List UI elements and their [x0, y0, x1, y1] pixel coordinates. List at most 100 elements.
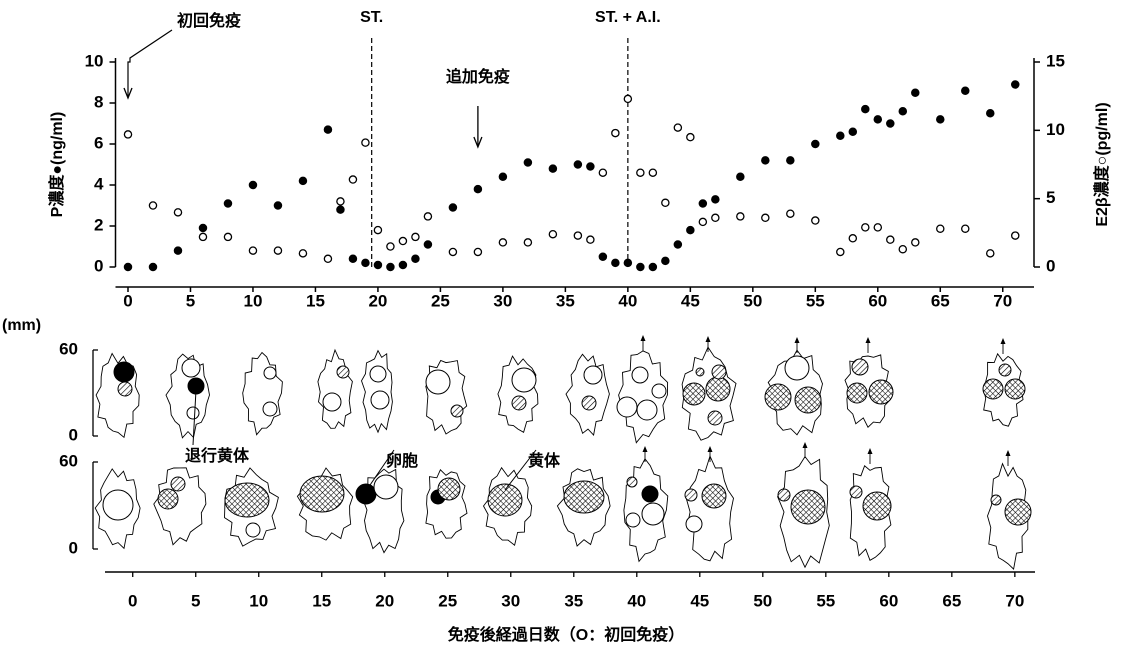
x-tick-label: 0 — [123, 291, 132, 310]
open-point — [837, 248, 844, 255]
corpus-luteum — [765, 384, 791, 410]
x-tick-label: 25 — [438, 591, 457, 610]
follicle — [263, 402, 277, 416]
corpus-luteum — [300, 476, 344, 512]
figure: 0246810051015051015202530354045505560657… — [0, 0, 1121, 650]
x-axis-label: 免疫後経過日数（O：初回免疫） — [448, 625, 684, 644]
x-tick-label: 35 — [564, 591, 583, 610]
open-point — [899, 246, 906, 253]
treatment-label: ST. + A.I. — [595, 9, 661, 26]
y2-tick-label: 5 — [1046, 188, 1055, 207]
ovary-sketch — [557, 469, 610, 546]
follicle — [187, 407, 199, 419]
corpus-luteum — [225, 483, 269, 517]
filled-point — [324, 126, 331, 133]
x-tick-label: 35 — [556, 291, 575, 310]
open-point — [787, 210, 794, 217]
filled-point — [374, 261, 381, 268]
filled-point — [599, 253, 606, 260]
annotation: 初回免疫 — [177, 11, 241, 30]
follicle — [426, 370, 450, 394]
callout-label: 卵胞 — [386, 451, 418, 470]
filled-point — [899, 108, 906, 115]
callout-label: 退行黄体 — [185, 446, 250, 465]
follicle — [264, 367, 276, 379]
open-point — [1012, 232, 1019, 239]
ovary-sketch — [154, 468, 206, 545]
ovary-outline — [686, 456, 733, 561]
open-point — [199, 233, 206, 240]
filled-point — [762, 157, 769, 164]
ovary-sketch — [362, 351, 393, 433]
corpus-luteum — [564, 481, 604, 513]
open-point — [987, 250, 994, 257]
follicle — [246, 523, 260, 537]
x-tick-label: 30 — [501, 591, 520, 610]
corpus-luteum — [863, 492, 891, 520]
x-tick-label: 50 — [753, 591, 772, 610]
x-tick-label: 20 — [368, 291, 387, 310]
filled-point — [812, 140, 819, 147]
open-point — [962, 225, 969, 232]
filled-point — [474, 186, 481, 193]
filled-point — [912, 89, 919, 96]
open-point — [662, 199, 669, 206]
follicle — [323, 393, 341, 411]
regressing-body — [356, 484, 376, 504]
open-point — [687, 134, 694, 141]
y-tick-label: 8 — [94, 92, 103, 111]
open-point — [174, 209, 181, 216]
follicle — [371, 391, 389, 409]
filled-point — [699, 200, 706, 207]
ovary-sketch — [983, 338, 1025, 426]
open-point — [699, 218, 706, 225]
y-axis-label: P濃度●(ng/ml) — [47, 112, 66, 218]
ovary-sketch — [624, 446, 668, 561]
filled-point — [349, 255, 356, 262]
filled-point — [199, 224, 206, 231]
ovary-sketch — [566, 354, 609, 435]
x-tick-label: 70 — [1005, 591, 1024, 610]
x-tick-label: 40 — [618, 291, 637, 310]
follicle — [584, 366, 602, 384]
open-point — [349, 176, 356, 183]
corpus-luteum — [512, 396, 526, 410]
x-tick-label: 15 — [306, 291, 325, 310]
filled-point — [649, 263, 656, 270]
y-tick-label: 0 — [94, 256, 103, 275]
ovary-outline — [243, 353, 283, 435]
ovary-outline — [498, 356, 538, 432]
filled-point — [149, 263, 156, 270]
filled-point — [662, 257, 669, 264]
open-point — [499, 239, 506, 246]
y2-tick-label: 15 — [1046, 51, 1065, 70]
open-point — [149, 202, 156, 209]
y-unit-label: (mm) — [2, 317, 41, 334]
treatment-label: ST. — [360, 9, 383, 26]
corpus-luteum — [706, 377, 730, 401]
arrow-head — [1001, 338, 1006, 344]
x-tick-label: 65 — [931, 291, 950, 310]
filled-point — [449, 204, 456, 211]
x-tick-label: 70 — [993, 291, 1012, 310]
filled-point — [987, 110, 994, 117]
follicle — [637, 400, 657, 420]
open-point — [387, 243, 394, 250]
filled-point — [887, 120, 894, 127]
filled-point — [387, 263, 394, 270]
open-point — [599, 169, 606, 176]
ovary-sketch — [498, 356, 538, 432]
y-tick-label: 0 — [69, 538, 78, 557]
corpus-luteum — [451, 405, 463, 417]
corpus-luteum — [118, 382, 132, 396]
open-point — [524, 239, 531, 246]
follicle — [512, 368, 536, 392]
ovary-sketch — [297, 468, 352, 540]
open-point — [324, 255, 331, 262]
ovary-sketch — [318, 350, 353, 428]
filled-point — [687, 227, 694, 234]
filled-point — [424, 241, 431, 248]
filled-point — [637, 263, 644, 270]
x-tick-label: 10 — [244, 291, 263, 310]
arrow-head — [868, 448, 873, 454]
